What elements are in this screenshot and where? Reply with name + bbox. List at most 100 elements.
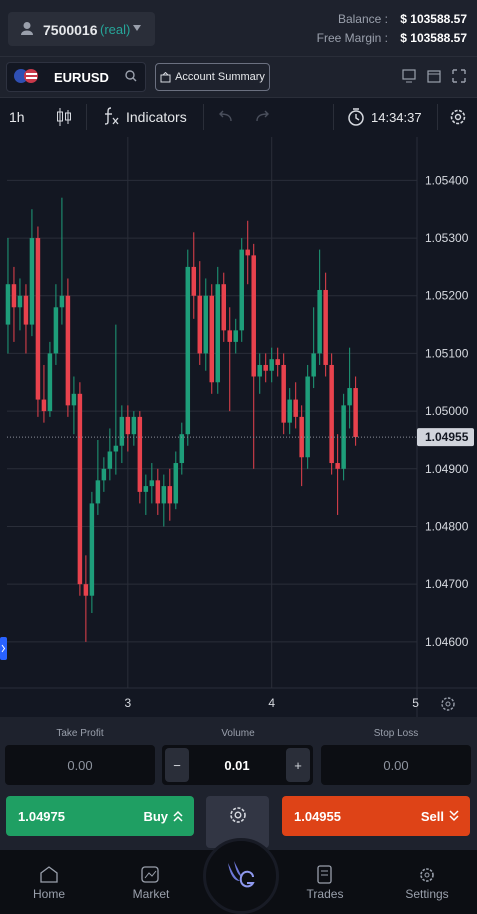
flag-icon xyxy=(14,69,38,83)
candle-body xyxy=(89,503,95,596)
clock-time: 14:34:37 xyxy=(371,110,422,125)
candle-body xyxy=(209,295,214,383)
candle-body xyxy=(149,480,155,487)
user-icon xyxy=(21,22,33,35)
candle-body xyxy=(317,289,322,354)
chart-tools-icons xyxy=(402,69,466,83)
balance-value: $ 103588.57 xyxy=(400,12,467,26)
dropdown-icon xyxy=(133,25,141,31)
candle-body xyxy=(161,486,167,504)
buy-price: 1.04975 xyxy=(18,808,65,824)
y-tick-label: 1.04600 xyxy=(425,635,469,649)
candle-body xyxy=(17,295,23,308)
candle-body xyxy=(281,364,286,423)
candle-body xyxy=(335,463,340,469)
candle-body xyxy=(275,359,280,365)
y-tick-label: 1.05400 xyxy=(425,173,469,187)
center-logo-button[interactable] xyxy=(203,838,279,914)
candle-body xyxy=(143,486,149,492)
candle-body xyxy=(35,238,41,400)
account-number: 7500016 xyxy=(43,22,98,38)
clock-icon xyxy=(348,108,364,126)
x-tick-label: 5 xyxy=(412,696,419,710)
candle-body xyxy=(263,364,268,371)
volume-increase[interactable]: + xyxy=(286,748,310,782)
candle-type-icon[interactable] xyxy=(56,107,72,127)
candle-body xyxy=(29,238,35,325)
candle-body xyxy=(77,393,83,585)
candle-body xyxy=(53,307,59,354)
nav-trades[interactable]: Trades xyxy=(306,887,344,901)
buy-button[interactable]: 1.04975 Buy xyxy=(6,796,194,836)
candle-body xyxy=(47,353,53,412)
toolbar xyxy=(0,97,477,138)
logo xyxy=(228,861,255,888)
sell-price: 1.04955 xyxy=(294,808,341,824)
candle-body xyxy=(83,584,89,596)
account-mode: (real) xyxy=(100,22,131,37)
divider xyxy=(333,104,334,130)
sell-button[interactable]: 1.04955 Sell xyxy=(282,796,470,836)
y-tick-label: 1.04900 xyxy=(425,462,469,476)
side-tab[interactable] xyxy=(0,637,7,660)
nav-icons xyxy=(40,865,434,884)
y-tick-label: 1.05300 xyxy=(425,231,469,245)
candle-body xyxy=(155,480,161,504)
stop-loss-label: Stop Loss xyxy=(373,728,419,739)
candle-body xyxy=(251,255,256,377)
candle-body xyxy=(233,330,238,342)
summary-icon xyxy=(160,71,171,82)
candle-body xyxy=(5,284,11,325)
candle-body xyxy=(257,364,262,377)
account-summary-text: Account Summary xyxy=(175,71,265,83)
candle-body xyxy=(311,353,316,377)
candle-body xyxy=(107,451,113,469)
nav-market[interactable]: Market xyxy=(132,887,170,901)
candle-body xyxy=(137,416,143,492)
balance-label: Balance : xyxy=(337,12,388,26)
y-tick-label: 1.04700 xyxy=(425,577,469,591)
candle-body xyxy=(197,295,203,354)
nav-settings[interactable]: Settings xyxy=(405,887,449,901)
candle-body xyxy=(71,393,77,406)
last-price-label: 1.04955 xyxy=(425,430,469,444)
volume-label: Volume xyxy=(221,728,255,739)
candle-body xyxy=(41,399,47,412)
free-margin-value: $ 103588.57 xyxy=(400,31,467,45)
candle-body xyxy=(185,266,191,435)
candle-body xyxy=(227,330,232,342)
y-tick-label: 1.05200 xyxy=(425,289,469,303)
candle-body xyxy=(353,388,358,438)
y-tick-label: 1.05000 xyxy=(425,404,469,418)
candle-body xyxy=(239,249,244,331)
divider xyxy=(203,104,204,130)
timeframe[interactable]: 1h xyxy=(9,109,25,125)
candle-body xyxy=(131,416,137,435)
candle-body xyxy=(179,434,185,464)
axis-settings-icon[interactable] xyxy=(441,697,455,711)
nav-home[interactable]: Home xyxy=(32,887,65,901)
indicators-button[interactable]: Indicators xyxy=(126,109,187,125)
account-selector[interactable] xyxy=(8,12,155,46)
sell-label: Sell xyxy=(420,808,444,824)
take-profit-label: Take Profit xyxy=(56,728,104,739)
volume-value[interactable]: 0.01 xyxy=(224,758,250,773)
candle-body xyxy=(119,416,125,446)
candle-body xyxy=(173,463,179,504)
free-margin-label: Free Margin : xyxy=(316,31,388,45)
candle-body xyxy=(269,359,274,371)
search-icon xyxy=(125,70,137,82)
candle-body xyxy=(347,388,352,406)
take-profit-input[interactable]: 0.00 xyxy=(5,745,155,785)
y-tick-label: 1.04800 xyxy=(425,519,469,533)
candle-body xyxy=(215,284,220,383)
indicators-icon xyxy=(104,107,119,125)
account-summary-button[interactable]: Account Summary xyxy=(155,63,270,91)
candle-body xyxy=(125,416,131,435)
stop-loss-input[interactable]: 0.00 xyxy=(321,745,471,785)
symbol: EURUSD xyxy=(54,70,109,85)
volume-decrease[interactable]: − xyxy=(165,748,189,782)
candle-body xyxy=(323,289,328,365)
settings-icon[interactable] xyxy=(449,108,467,126)
